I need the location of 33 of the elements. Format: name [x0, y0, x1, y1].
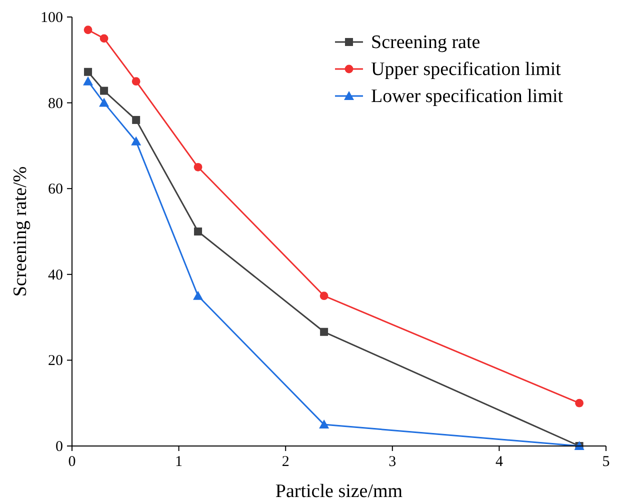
point: [100, 86, 108, 95]
point: [83, 76, 94, 86]
legend-label: Upper specification limit: [371, 59, 562, 80]
point: [194, 228, 202, 236]
y-tick-label: 20: [48, 353, 63, 370]
point: [132, 116, 140, 124]
point: [99, 98, 110, 107]
y-axis-title: Screening rate/%: [10, 166, 31, 297]
point: [194, 162, 202, 172]
y-tick-label: 0: [56, 439, 63, 455]
point: [84, 68, 92, 76]
point: [320, 292, 328, 300]
point: [320, 328, 328, 336]
point: [131, 136, 142, 146]
point: [575, 398, 584, 408]
x-tick-label: 0: [68, 454, 76, 470]
y-tick-label: 80: [48, 96, 63, 112]
point: [100, 34, 108, 43]
x-tick-label: 5: [602, 454, 610, 470]
point: [319, 420, 330, 429]
x-tick-label: 4: [495, 454, 504, 470]
x-tick-label: 3: [388, 454, 396, 470]
x-axis-title: Particle size/mm: [275, 481, 403, 502]
point: [84, 26, 92, 34]
point: [193, 290, 204, 300]
y-tick-label: 40: [48, 267, 63, 284]
legend-label: Lower specification limit: [371, 86, 564, 107]
y-tick-label: 60: [48, 182, 63, 198]
x-tick-label: 2: [282, 454, 290, 470]
x-tick-label: 1: [175, 454, 183, 470]
y-tick-label: 100: [40, 10, 63, 26]
point: [132, 77, 140, 86]
legend-label: Screening rate: [371, 32, 480, 53]
